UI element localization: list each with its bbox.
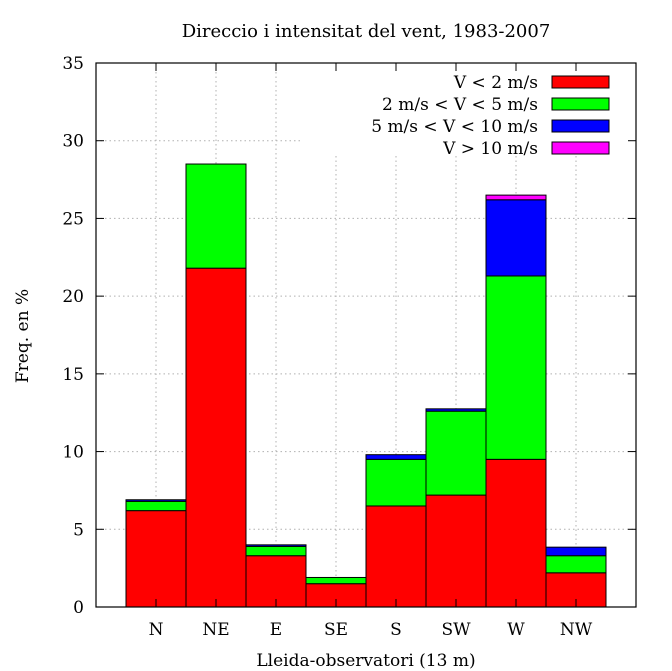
y-tick-label: 30 bbox=[62, 132, 84, 152]
bar-n-series-1 bbox=[125, 510, 187, 608]
x-tick-label: SE bbox=[324, 620, 348, 640]
x-tick-label: W bbox=[507, 620, 525, 640]
y-tick-label: 20 bbox=[62, 287, 84, 307]
bar-s-series-2 bbox=[365, 458, 427, 507]
x-axis-label: Lleida-observatori (13 m) bbox=[256, 651, 475, 671]
bar-sw-series-1 bbox=[425, 494, 487, 608]
x-tick-label: S bbox=[390, 620, 402, 640]
x-tick-label: NE bbox=[202, 620, 229, 640]
axes: 0 5 10 15 20 25 30 35 N NE E SE S SW W NW bbox=[62, 54, 637, 640]
y-tick-label: 5 bbox=[73, 520, 84, 540]
legend-label: V < 2 m/s bbox=[453, 73, 538, 93]
bar-s-series-1 bbox=[365, 505, 427, 608]
y-tick-label: 0 bbox=[73, 598, 84, 618]
bar-n-series-3 bbox=[125, 499, 187, 502]
bar-n-series-2 bbox=[125, 500, 187, 512]
legend-label: 5 m/s < V < 10 m/s bbox=[371, 117, 538, 137]
bar-ne-series-2 bbox=[185, 163, 247, 269]
legend-swatch bbox=[551, 75, 610, 89]
bar-w-series-4 bbox=[485, 194, 547, 201]
bar-e-series-2 bbox=[245, 545, 307, 557]
bar-e-series-3 bbox=[245, 544, 307, 547]
bar-w-series-3 bbox=[485, 199, 547, 277]
bar-s-series-3 bbox=[365, 454, 427, 460]
y-tick-label: 15 bbox=[62, 365, 84, 385]
bar-nw-series-3 bbox=[545, 546, 607, 557]
legend: V < 2 m/s2 m/s < V < 5 m/s5 m/s < V < 10… bbox=[371, 73, 610, 159]
x-tick-label: N bbox=[149, 620, 164, 640]
legend-swatch bbox=[551, 97, 610, 111]
legend-label: V > 10 m/s bbox=[442, 139, 538, 159]
bar-se-series-2 bbox=[305, 576, 367, 585]
y-tick-label: 10 bbox=[62, 443, 84, 463]
plot-frame bbox=[95, 62, 637, 608]
chart-title: Direccio i intensitat del vent, 1983-200… bbox=[182, 21, 551, 42]
bar-sw-series-2 bbox=[425, 410, 487, 496]
y-tick-label: 25 bbox=[62, 209, 84, 229]
bar-nw-series-2 bbox=[545, 555, 607, 574]
bar-ne-series-1 bbox=[185, 267, 247, 608]
y-axis-label: Freq. en % bbox=[13, 289, 33, 383]
x-tick-label: NW bbox=[560, 620, 593, 640]
bar-w-series-2 bbox=[485, 275, 547, 460]
bar-sw-series-3 bbox=[425, 408, 487, 412]
y-tick-label: 35 bbox=[62, 54, 84, 74]
x-tick-label: SW bbox=[441, 620, 471, 640]
legend-label: 2 m/s < V < 5 m/s bbox=[382, 95, 538, 115]
bars bbox=[125, 163, 607, 608]
x-tick-label: E bbox=[270, 620, 282, 640]
legend-swatch bbox=[551, 119, 610, 133]
bar-w-series-1 bbox=[485, 458, 547, 608]
legend-swatch bbox=[551, 141, 610, 155]
